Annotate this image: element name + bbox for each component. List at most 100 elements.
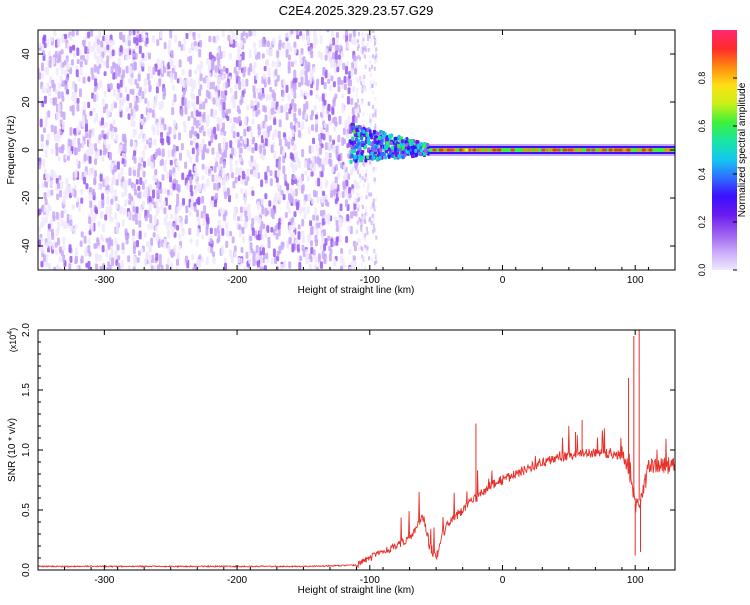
heatmap-cell — [405, 150, 409, 155]
x-tick-label: -200 — [227, 575, 247, 586]
heatmap-cell — [353, 155, 357, 160]
heatmap-cell — [234, 83, 238, 90]
heatmap-cell — [210, 200, 214, 207]
heatmap-cell — [112, 119, 116, 125]
heatmap-cell — [348, 266, 352, 270]
heatmap-cell — [270, 258, 274, 265]
heatmap-cell — [42, 158, 46, 168]
heatmap-cell — [265, 58, 269, 67]
heatmap-cell — [478, 148, 483, 152]
heatmap-cell — [268, 94, 272, 101]
heatmap-cell — [366, 155, 370, 160]
heatmap-cell — [115, 179, 119, 186]
heatmap-cell — [338, 234, 342, 243]
heatmap-cell — [313, 224, 317, 231]
heatmap-cell — [283, 43, 287, 50]
heatmap-cell — [327, 72, 331, 79]
heatmap-cell — [357, 237, 360, 242]
heatmap-cell — [152, 35, 156, 43]
heatmap-cell — [287, 141, 291, 150]
heatmap-cell — [44, 216, 48, 224]
heatmap-cell — [268, 200, 272, 207]
heatmap-cell — [54, 50, 58, 59]
heatmap-cell — [278, 138, 282, 146]
heatmap-cell — [234, 34, 238, 41]
heatmap-cell — [351, 188, 355, 194]
heatmap-cell — [369, 118, 372, 123]
heatmap-cell — [114, 237, 118, 246]
heatmap-cell — [358, 217, 361, 222]
heatmap-cell — [304, 70, 308, 76]
heatmap-cell — [301, 33, 305, 41]
heatmap-cell — [358, 197, 361, 202]
heatmap-cell — [284, 139, 288, 147]
heatmap-cell — [121, 242, 125, 251]
heatmap-cell — [245, 32, 249, 39]
heatmap-cell — [198, 126, 202, 134]
heatmap-cell — [155, 200, 159, 207]
heatmap-cell — [257, 123, 261, 130]
heatmap-cell — [198, 88, 202, 97]
heatmap-cell — [411, 154, 415, 159]
heatmap-cell — [328, 142, 332, 151]
heatmap-cell — [353, 140, 357, 145]
heatmap-cell — [69, 219, 73, 227]
heatmap-cell — [109, 82, 113, 90]
heatmap-cell — [95, 114, 99, 121]
heatmap-cell — [298, 176, 302, 182]
heatmap-cell — [60, 218, 64, 227]
heatmap-cell — [243, 138, 247, 145]
heatmap-cell — [89, 110, 93, 117]
heatmap-cell — [202, 77, 206, 84]
heatmap-cell — [234, 176, 238, 184]
heatmap-cell — [350, 154, 354, 159]
heatmap-cell — [121, 176, 125, 182]
heatmap-cell — [84, 46, 88, 54]
heatmap-cell — [372, 219, 375, 224]
heatmap-cell — [84, 59, 88, 65]
heatmap-cell — [636, 148, 641, 152]
heatmap-cell — [349, 225, 353, 235]
heatmap-cell — [188, 210, 192, 217]
heatmap-cell — [313, 104, 317, 111]
heatmap-cell — [187, 100, 191, 109]
heatmap-cell — [332, 236, 336, 242]
heatmap-cell — [198, 64, 202, 74]
heatmap-cell — [319, 223, 323, 232]
heatmap-cell — [360, 195, 363, 200]
heatmap-cell — [224, 90, 228, 96]
heatmap-cell — [374, 127, 377, 132]
heatmap-cell — [46, 173, 50, 183]
heatmap-cell — [195, 180, 199, 187]
heatmap-cell — [130, 118, 134, 127]
y-tick-label: 1.0 — [21, 443, 32, 457]
heatmap-cell — [283, 106, 287, 113]
heatmap-cell — [359, 219, 362, 224]
heatmap-cell — [141, 61, 145, 67]
heatmap-cell — [360, 202, 363, 207]
heatmap-cell — [122, 34, 126, 43]
heatmap-cell — [183, 37, 187, 45]
heatmap-cell — [270, 100, 274, 109]
heatmap-cell — [285, 111, 289, 121]
heatmap-cell — [50, 169, 54, 178]
heatmap-cell — [406, 146, 410, 151]
heatmap-cell — [43, 192, 47, 200]
heatmap-cell — [387, 154, 391, 159]
heatmap-cell — [334, 164, 338, 171]
heatmap-cell — [214, 157, 218, 163]
heatmap-cell — [148, 254, 152, 261]
heatmap-cell — [259, 145, 263, 154]
heatmap-cell — [347, 115, 351, 125]
heatmap-cell — [360, 100, 363, 105]
heatmap-cell — [172, 144, 176, 153]
heatmap-cell — [357, 31, 360, 36]
heatmap-cell — [356, 77, 359, 82]
heatmap-cell — [326, 30, 330, 33]
heatmap-cell — [38, 161, 41, 170]
heatmap-cell — [216, 182, 220, 191]
heatmap-cell — [365, 195, 368, 200]
heatmap-cell — [178, 132, 182, 141]
heatmap-cell — [223, 95, 227, 103]
heatmap-cell — [224, 262, 228, 270]
